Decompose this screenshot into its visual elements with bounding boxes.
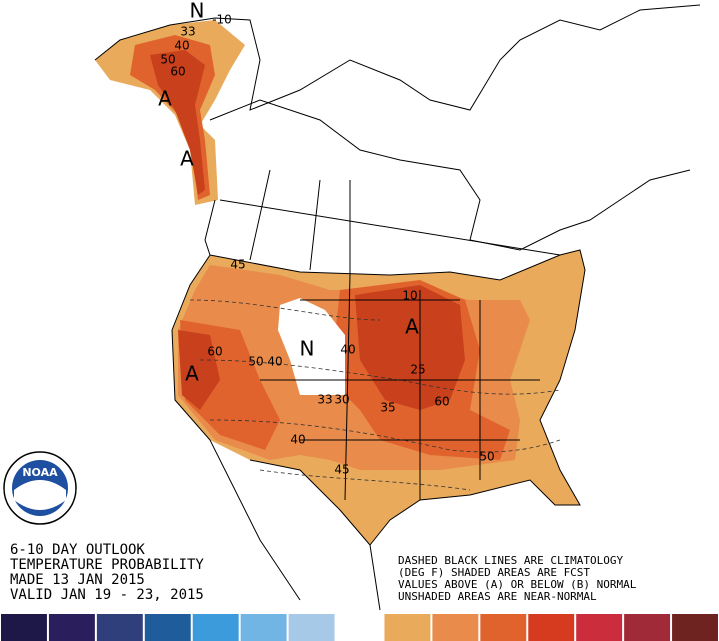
colorbar-swatch (384, 614, 431, 641)
note-line: (DEG F) SHADED AREAS ARE FCST (398, 566, 590, 579)
logo-bird (14, 480, 66, 510)
note-line: UNSHADED AREAS ARE NEAR-NORMAL (398, 590, 597, 603)
map-label: 50 (479, 450, 494, 464)
map-label: 40 (174, 39, 189, 53)
map-label: A (405, 315, 419, 339)
map-label: A (180, 147, 194, 171)
region-shade (278, 298, 345, 395)
colorbar-swatch (1, 614, 47, 641)
colorbar-swatch (336, 614, 383, 641)
map-label: 10 (402, 289, 417, 303)
colorbar-swatch (480, 614, 527, 641)
title-line: 6-10 DAY OUTLOOK (10, 542, 145, 558)
title-line: TEMPERATURE PROBABILITY (10, 557, 204, 573)
map-label: N (300, 337, 315, 361)
title-line: VALID JAN 19 - 23, 2015 (10, 587, 204, 603)
map-label: 30 (334, 393, 349, 407)
colorbar-swatch (576, 614, 623, 641)
map-label: 60 (434, 395, 449, 409)
logo-text: NOAA (22, 466, 58, 479)
map-label: 40 (290, 433, 305, 447)
note-block: DASHED BLACK LINES ARE CLIMATOLOGY(DEG F… (398, 554, 637, 603)
region-shade (178, 330, 220, 410)
colorbar-swatch (624, 614, 671, 641)
map-label: -10 (212, 13, 232, 27)
colorbar-swatch (432, 614, 479, 641)
map-label: 25 (410, 363, 425, 377)
map-label: 35 (380, 401, 395, 415)
colorbar (1, 614, 718, 641)
map-label: 50 (248, 355, 263, 369)
title-line: MADE 13 JAN 2015 (10, 572, 145, 588)
colorbar-swatch (240, 614, 287, 641)
map-label: 60 (207, 345, 222, 359)
shading (95, 20, 585, 545)
map-label: 45 (230, 258, 245, 272)
map-label: 40 (340, 343, 355, 357)
note-line: DASHED BLACK LINES ARE CLIMATOLOGY (398, 554, 624, 567)
map-label: N (190, 0, 205, 23)
region-shade (355, 285, 465, 410)
map-label: 60 (170, 65, 185, 79)
colorbar-swatch (528, 614, 575, 641)
colorbar-swatch (672, 614, 718, 641)
note-line: VALUES ABOVE (A) OR BELOW (B) NORMAL (398, 578, 637, 591)
colorbar-swatch (48, 614, 95, 641)
region-shade (150, 50, 205, 195)
colorbar-swatch (96, 614, 143, 641)
map-label: 33 (317, 393, 332, 407)
map-label: 40 (267, 355, 282, 369)
map-label: 33 (180, 25, 195, 39)
map-label: A (158, 87, 172, 111)
colorbar-swatch (288, 614, 335, 641)
map-label: 50 (160, 53, 175, 67)
coastlines (94, 4, 701, 611)
noaa-logo: NOAA (3, 451, 77, 525)
colorbar-swatch (144, 614, 191, 641)
map-label: A (185, 362, 199, 386)
colorbar-swatch (192, 614, 239, 641)
map-label: 45 (334, 463, 349, 477)
